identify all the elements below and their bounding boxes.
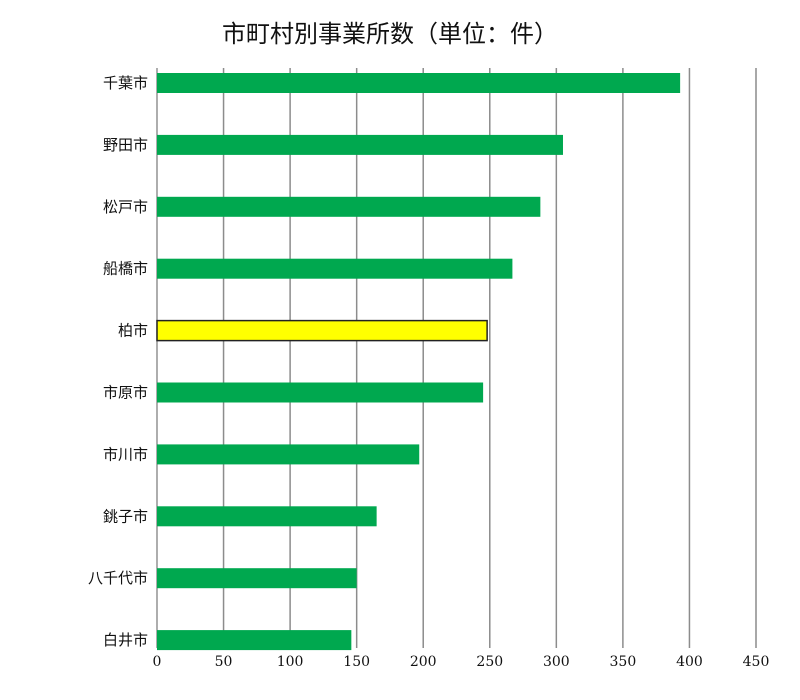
x-tick-labels: 0 50 100 150 200 250 300 350 400 450 xyxy=(153,654,770,670)
x-tick-label: 350 xyxy=(610,654,637,670)
category-label: 柏市 xyxy=(118,322,148,340)
bar xyxy=(157,258,513,279)
x-tick-label: 450 xyxy=(743,654,770,670)
x-tick-label: 50 xyxy=(215,654,233,670)
x-tick-label: 200 xyxy=(410,654,437,670)
category-label: 市原市 xyxy=(103,384,148,402)
chart-title: 市町村別事業所数（単位：件） xyxy=(222,20,558,48)
x-tick-label: 300 xyxy=(543,654,570,670)
bar xyxy=(157,444,420,465)
bar xyxy=(157,382,484,403)
bar xyxy=(157,630,352,651)
x-tick-label: 100 xyxy=(277,654,304,670)
category-label: 市川市 xyxy=(103,445,148,463)
x-tick-label: 0 xyxy=(153,654,162,670)
x-tick-label: 150 xyxy=(343,654,370,670)
category-label: 銚子市 xyxy=(103,507,148,525)
category-label: 白井市 xyxy=(103,631,148,649)
bar xyxy=(157,73,681,93)
x-tick-label: 400 xyxy=(676,654,703,670)
bar xyxy=(157,568,357,589)
category-label: 松戸市 xyxy=(103,198,148,216)
bars xyxy=(156,73,681,651)
category-label: 野田市 xyxy=(103,136,148,154)
bar xyxy=(157,196,541,217)
grid-lines xyxy=(156,68,757,648)
x-tick-label: 250 xyxy=(476,654,503,670)
bar xyxy=(157,506,377,527)
bar xyxy=(157,134,563,155)
category-label: 船橋市 xyxy=(103,260,148,278)
category-label: 八千代市 xyxy=(88,569,148,587)
bar xyxy=(156,319,488,342)
category-label: 千葉市 xyxy=(103,74,148,92)
